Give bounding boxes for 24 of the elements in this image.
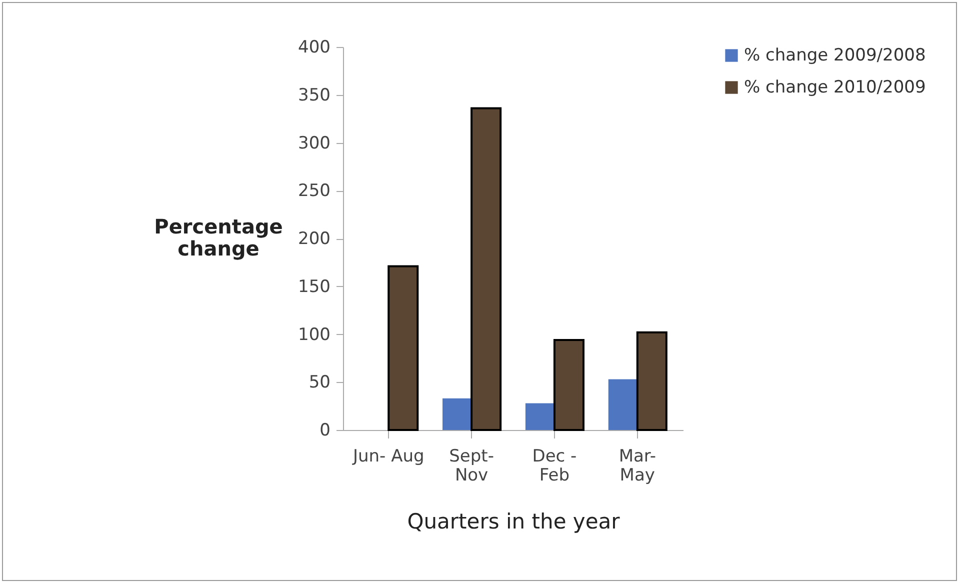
bar bbox=[525, 403, 554, 430]
bar bbox=[636, 331, 668, 431]
y-tick-label: 300 bbox=[298, 133, 330, 154]
x-tick-label: Mar- May bbox=[618, 446, 656, 486]
y-tick-label: 150 bbox=[298, 276, 330, 297]
y-tick-label: 0 bbox=[320, 420, 330, 440]
x-axis-title: Quarters in the year bbox=[407, 510, 620, 534]
x-tick-label: Sept- Nov bbox=[449, 446, 494, 486]
legend-label: % change 2009/2008 bbox=[744, 46, 926, 66]
y-tick-label: 50 bbox=[308, 372, 330, 393]
bar bbox=[442, 398, 472, 430]
x-tick-label: Dec - Feb bbox=[532, 446, 577, 486]
y-tick-label: 100 bbox=[298, 324, 330, 345]
legend-label: % change 2010/2009 bbox=[744, 78, 926, 98]
bar bbox=[388, 265, 419, 431]
y-axis-title: Percentage change bbox=[154, 214, 283, 260]
bar bbox=[608, 379, 638, 430]
y-tick-label: 350 bbox=[298, 85, 330, 106]
y-tick-label: 400 bbox=[298, 38, 330, 58]
y-tick-label: 250 bbox=[298, 181, 330, 202]
x-tick-label: Jun- Aug bbox=[352, 446, 424, 466]
bar bbox=[470, 107, 502, 431]
y-tick-label: 200 bbox=[298, 229, 330, 249]
bar bbox=[553, 338, 584, 431]
